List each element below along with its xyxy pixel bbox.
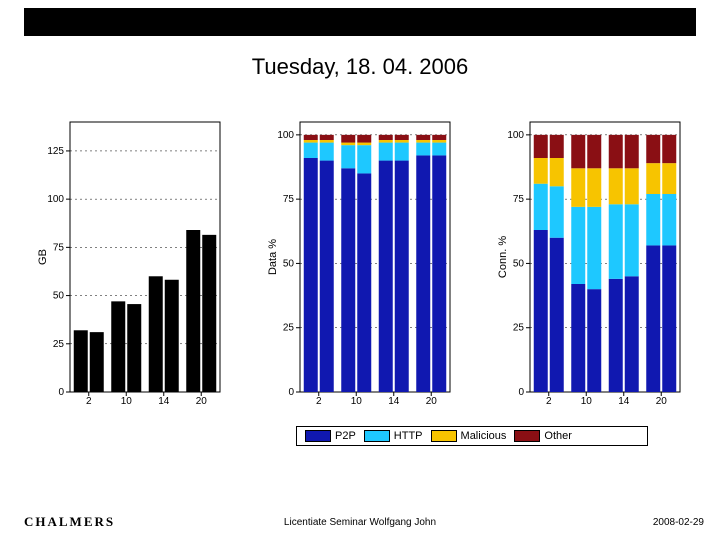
svg-text:100: 100 bbox=[277, 130, 294, 141]
legend-label: Malicious bbox=[461, 430, 507, 442]
svg-text:25: 25 bbox=[53, 339, 65, 350]
charts-area: 0255075100125GB2101420 0255075100Data %2… bbox=[36, 110, 696, 450]
svg-text:10: 10 bbox=[351, 396, 363, 407]
legend-swatch bbox=[431, 430, 457, 442]
svg-text:75: 75 bbox=[283, 194, 295, 205]
svg-text:50: 50 bbox=[283, 258, 295, 269]
svg-text:75: 75 bbox=[513, 194, 525, 205]
svg-text:100: 100 bbox=[47, 194, 64, 205]
svg-text:0: 0 bbox=[58, 387, 64, 398]
svg-text:25: 25 bbox=[283, 323, 295, 334]
svg-text:14: 14 bbox=[388, 396, 400, 407]
svg-text:Data %: Data % bbox=[267, 239, 279, 275]
svg-text:125: 125 bbox=[47, 146, 64, 157]
legend-label: HTTP bbox=[394, 430, 423, 442]
svg-text:GB: GB bbox=[37, 249, 49, 265]
slide: Study IV: Classification Results (1) Tue… bbox=[0, 0, 720, 540]
legend-swatch bbox=[514, 430, 540, 442]
svg-text:50: 50 bbox=[513, 258, 525, 269]
slide-subtitle: Tuesday, 18. 04. 2006 bbox=[0, 54, 720, 80]
svg-text:14: 14 bbox=[618, 396, 630, 407]
svg-text:0: 0 bbox=[518, 387, 524, 398]
footer-center: Licentiate Seminar Wolfgang John bbox=[0, 517, 720, 528]
svg-text:2: 2 bbox=[546, 396, 552, 407]
svg-text:20: 20 bbox=[426, 396, 438, 407]
panel-gb: 0 25 50 75 100 125 GB 2 10 14 20 bbox=[36, 110, 226, 410]
svg-text:2: 2 bbox=[86, 396, 92, 407]
svg-text:2: 2 bbox=[316, 396, 322, 407]
svg-text:Conn. %: Conn. % bbox=[497, 236, 509, 278]
svg-text:10: 10 bbox=[581, 396, 593, 407]
legend-label: P2P bbox=[335, 430, 356, 442]
footer-date: 2008-02-29 bbox=[653, 517, 704, 528]
legend-swatch bbox=[305, 430, 331, 442]
svg-text:0: 0 bbox=[288, 387, 294, 398]
legend: P2P HTTP Malicious Other bbox=[296, 426, 648, 446]
svg-text:75: 75 bbox=[53, 242, 65, 253]
svg-text:100: 100 bbox=[507, 130, 524, 141]
slide-title: Study IV: Classification Results (1) bbox=[0, 8, 720, 29]
svg-text:10: 10 bbox=[121, 396, 133, 407]
legend-swatch bbox=[364, 430, 390, 442]
panel-data-pct: 0 25 50 75 100 Data % 2 10 14 20 bbox=[266, 110, 456, 410]
svg-text:14: 14 bbox=[158, 396, 170, 407]
svg-text:20: 20 bbox=[656, 396, 668, 407]
svg-text:50: 50 bbox=[53, 291, 65, 302]
svg-text:25: 25 bbox=[513, 323, 525, 334]
panel-conn-pct: 0 25 50 75 100 Conn. % 2 10 14 20 bbox=[496, 110, 686, 410]
svg-text:20: 20 bbox=[196, 396, 208, 407]
legend-label: Other bbox=[544, 430, 572, 442]
